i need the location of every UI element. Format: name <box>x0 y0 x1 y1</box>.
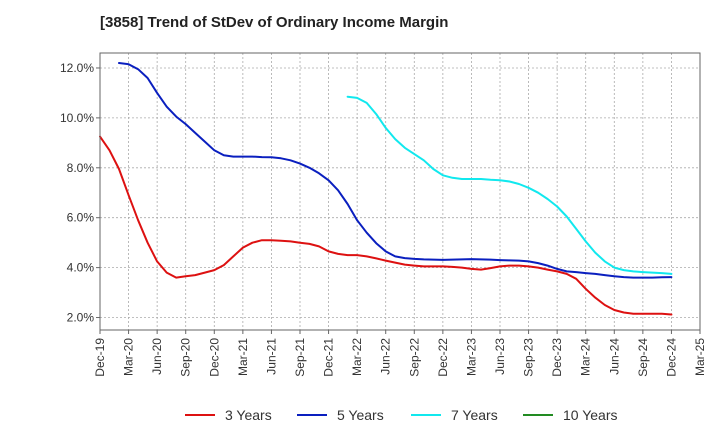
legend-label-7-years: 7 Years <box>451 407 498 423</box>
x-tick-label: Jun-24 <box>607 338 621 375</box>
x-tick-label: Mar-20 <box>122 338 136 376</box>
x-tick-label: Sep-20 <box>179 338 193 377</box>
x-tick-label: Sep-22 <box>407 338 421 377</box>
x-tick-label: Mar-24 <box>579 338 593 376</box>
series-line-7-years <box>346 95 673 275</box>
series-layer <box>99 62 673 316</box>
legend-item-10-years: 10 Years <box>523 404 618 426</box>
legend-item-5-years: 5 Years <box>297 404 384 426</box>
x-tick-label: Sep-23 <box>522 338 536 377</box>
legend: 3 Years 5 Years 7 Years 10 Years <box>0 404 720 426</box>
legend-swatch-10-years <box>523 414 553 416</box>
series-line-5-years <box>118 62 673 279</box>
x-tick-label: Jun-23 <box>493 338 507 375</box>
x-tick-label: Jun-22 <box>379 338 393 375</box>
x-tick-label: Dec-19 <box>93 338 107 377</box>
y-tick-label: 6.0% <box>67 211 95 225</box>
legend-swatch-3-years <box>185 414 215 416</box>
x-tick-label: Dec-22 <box>436 338 450 377</box>
x-tick-label: Jun-20 <box>150 338 164 375</box>
x-tick-label: Sep-21 <box>293 338 307 377</box>
y-tick-label: 10.0% <box>60 111 94 125</box>
legend-item-7-years: 7 Years <box>411 404 498 426</box>
x-tick-label: Jun-21 <box>264 338 278 375</box>
legend-swatch-5-years <box>297 414 327 416</box>
legend-item-3-years: 3 Years <box>185 404 272 426</box>
x-tick-label: Dec-23 <box>550 338 564 377</box>
x-tick-label: Mar-25 <box>693 338 707 376</box>
x-tick-label: Mar-21 <box>236 338 250 376</box>
y-tick-label: 12.0% <box>60 61 94 75</box>
y-tick-label: 2.0% <box>67 311 95 325</box>
grid-layer <box>100 53 700 330</box>
y-tick-label: 4.0% <box>67 261 95 275</box>
legend-label-5-years: 5 Years <box>337 407 384 423</box>
legend-swatch-7-years <box>411 414 441 416</box>
plot-frame <box>99 52 701 331</box>
x-tick-label: Dec-24 <box>664 338 678 377</box>
axis-layer: Dec-19 Mar-20 Jun-20 Sep-20 Dec-20 Mar-21 Jun-… <box>60 52 707 377</box>
chart-title: [3858] Trend of StDev of Ordinary Income… <box>100 14 449 31</box>
legend-label-10-years: 10 Years <box>563 407 618 423</box>
x-tick-label: Dec-21 <box>322 338 336 377</box>
legend-label-3-years: 3 Years <box>225 407 272 423</box>
x-tick-label: Dec-20 <box>207 338 221 377</box>
x-tick-label: Mar-22 <box>350 338 364 376</box>
series-line-3-years <box>99 135 673 316</box>
x-tick-label: Mar-23 <box>464 338 478 376</box>
y-tick-label: 8.0% <box>67 161 95 175</box>
x-tick-label: Sep-24 <box>636 338 650 377</box>
